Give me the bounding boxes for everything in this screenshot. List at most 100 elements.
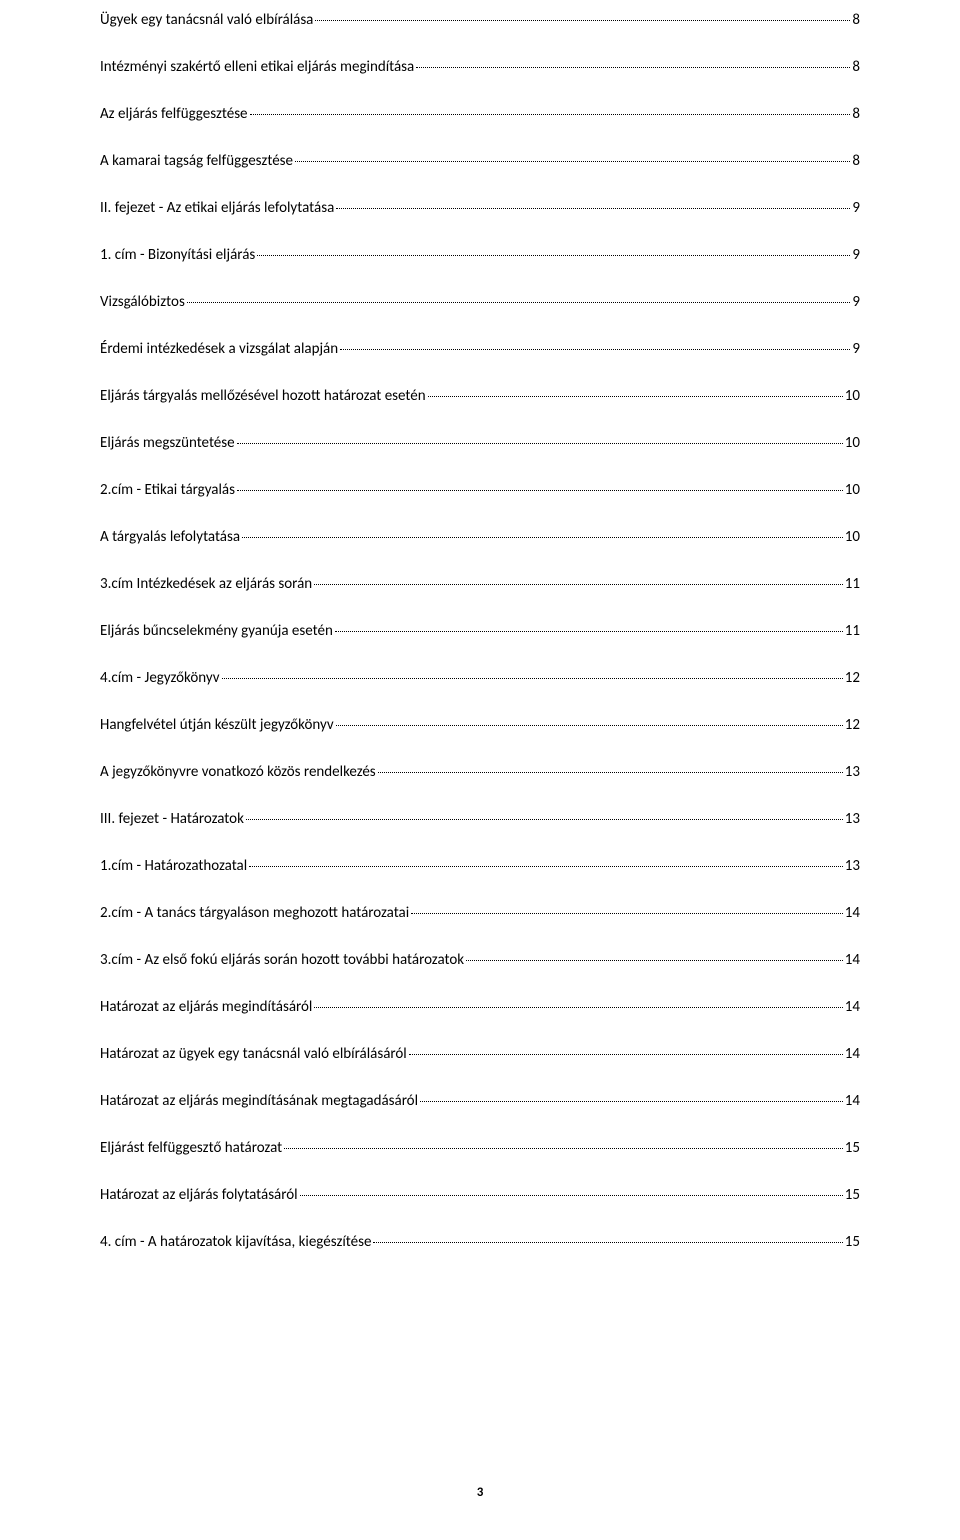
toc-dot-leader [242,537,843,538]
toc-entry-page: 8 [852,57,860,78]
toc-entry-text: Érdemi intézkedések a vizsgálat alapján [100,339,338,360]
toc-entry: Hangfelvétel útján készült jegyzőkönyv12 [100,715,860,736]
toc-entry: 4.cím - Jegyzőkönyv 12 [100,668,860,689]
toc-entry-page: 9 [852,245,860,266]
toc-entry-text: Vizsgálóbiztos [100,292,185,313]
toc-dot-leader [340,349,850,350]
toc-entry-page: 12 [845,668,860,689]
toc-entry-text: Határozat az eljárás megindításának megt… [100,1091,418,1112]
toc-entry: Ügyek egy tanácsnál való elbírálása 8 [100,10,860,31]
toc-entry-page: 10 [845,433,860,454]
toc-entry-text: 4. cím - A határozatok kijavítása, kiegé… [100,1232,371,1253]
toc-dot-leader [335,631,843,632]
toc-entry: 2.cím - Etikai tárgyalás 10 [100,480,860,501]
toc-entry-text: 2.cím - Etikai tárgyalás [100,480,235,501]
toc-entry-page: 13 [845,856,860,877]
toc-entry-page: 9 [852,339,860,360]
toc-entry-page: 14 [845,1044,860,1065]
toc-entry-text: II. fejezet - Az etikai eljárás lefolyta… [100,198,334,219]
toc-entry: Eljárást felfüggesztő határozat 15 [100,1138,860,1159]
toc-entry-text: 1. cím - Bizonyítási eljárás [100,245,255,266]
toc-entry: Határozat az ügyek egy tanácsnál való el… [100,1044,860,1065]
toc-dot-leader [295,161,850,162]
toc-entry: Intézményi szakértő elleni etikai eljárá… [100,57,860,78]
toc-entry-text: 3.cím - Az első fokú eljárás során hozot… [100,950,464,971]
toc-entry-text: 4.cím - Jegyzőkönyv [100,668,220,689]
toc-entry-text: A jegyzőkönyvre vonatkozó közös rendelke… [100,762,376,783]
toc-entry: A kamarai tagság felfüggesztése 8 [100,151,860,172]
toc-entry-page: 10 [845,527,860,548]
toc-entry-text: Eljárás megszüntetése [100,433,235,454]
toc-dot-leader [373,1242,842,1243]
toc-dot-leader [314,1007,842,1008]
toc-dot-leader [409,1054,843,1055]
toc-entry-page: 13 [845,762,860,783]
toc-entry: III. fejezet - Határozatok13 [100,809,860,830]
toc-entry-text: Ügyek egy tanácsnál való elbírálása [100,10,313,31]
toc-dot-leader [411,913,843,914]
toc-entry: Határozat az eljárás megindításáról14 [100,997,860,1018]
toc-entry-page: 8 [852,10,860,31]
toc-entry: Vizsgálóbiztos 9 [100,292,860,313]
toc-entry-page: 9 [852,292,860,313]
toc-entry-text: A tárgyalás lefolytatása [100,527,240,548]
toc-list: Ügyek egy tanácsnál való elbírálása 8 Inté… [100,10,860,1253]
toc-dot-leader [284,1148,843,1149]
toc-entry-text: Határozat az eljárás folytatásáról [100,1185,298,1206]
toc-dot-leader [300,1195,843,1196]
toc-entry-text: Eljárást felfüggesztő határozat [100,1138,282,1159]
toc-dot-leader [428,396,843,397]
toc-entry-page: 9 [852,198,860,219]
toc-entry-page: 10 [845,480,860,501]
toc-entry-text: Intézményi szakértő elleni etikai eljárá… [100,57,414,78]
toc-entry: Határozat az eljárás megindításának megt… [100,1091,860,1112]
toc-entry: Eljárás bűncselekmény gyanúja esetén 11 [100,621,860,642]
toc-dot-leader [336,725,843,726]
toc-dot-leader [237,490,843,491]
toc-entry-text: Eljárás tárgyalás mellőzésével hozott ha… [100,386,426,407]
toc-entry-text: Eljárás bűncselekmény gyanúja esetén [100,621,333,642]
toc-entry: 2.cím - A tanács tárgyaláson meghozott h… [100,903,860,924]
toc-entry-page: 14 [845,903,860,924]
toc-dot-leader [187,302,851,303]
toc-dot-leader [222,678,843,679]
toc-entry-page: 12 [845,715,860,736]
toc-entry: A jegyzőkönyvre vonatkozó közös rendelke… [100,762,860,783]
toc-entry-page: 8 [852,151,860,172]
toc-entry-text: 2.cím - A tanács tárgyaláson meghozott h… [100,903,409,924]
toc-dot-leader [416,67,850,68]
toc-dot-leader [246,819,843,820]
toc-entry: 1.cím - Határozathozatal13 [100,856,860,877]
toc-dot-leader [250,114,851,115]
toc-entry: 3.cím Intézkedések az eljárás során 11 [100,574,860,595]
toc-dot-leader [336,208,850,209]
toc-entry-text: 3.cím Intézkedések az eljárás során [100,574,312,595]
toc-entry-page: 13 [845,809,860,830]
toc-entry-page: 11 [845,621,860,642]
toc-entry-page: 15 [845,1138,860,1159]
toc-entry-page: 14 [845,950,860,971]
toc-entry: 3.cím - Az első fokú eljárás során hozot… [100,950,860,971]
toc-entry: Határozat az eljárás folytatásáról 15 [100,1185,860,1206]
toc-dot-leader [257,255,850,256]
toc-entry: 4. cím - A határozatok kijavítása, kiegé… [100,1232,860,1253]
toc-entry: Eljárás tárgyalás mellőzésével hozott ha… [100,386,860,407]
toc-entry-page: 11 [845,574,860,595]
toc-dot-leader [237,443,843,444]
toc-entry-text: Az eljárás felfüggesztése [100,104,248,125]
toc-entry-page: 15 [845,1232,860,1253]
toc-entry-text: Határozat az ügyek egy tanácsnál való el… [100,1044,407,1065]
toc-entry-text: A kamarai tagság felfüggesztése [100,151,293,172]
toc-entry: A tárgyalás lefolytatása 10 [100,527,860,548]
toc-entry: II. fejezet - Az etikai eljárás lefolyta… [100,198,860,219]
toc-dot-leader [466,960,843,961]
toc-entry: Eljárás megszüntetése 10 [100,433,860,454]
toc-dot-leader [249,866,843,867]
toc-entry-page: 15 [845,1185,860,1206]
toc-entry: 1. cím - Bizonyítási eljárás 9 [100,245,860,266]
page-number: 3 [0,1485,960,1500]
toc-page: Ügyek egy tanácsnál való elbírálása 8 Inté… [0,0,960,1319]
toc-entry: Az eljárás felfüggesztése8 [100,104,860,125]
toc-entry: Érdemi intézkedések a vizsgálat alapján 9 [100,339,860,360]
toc-dot-leader [378,772,843,773]
